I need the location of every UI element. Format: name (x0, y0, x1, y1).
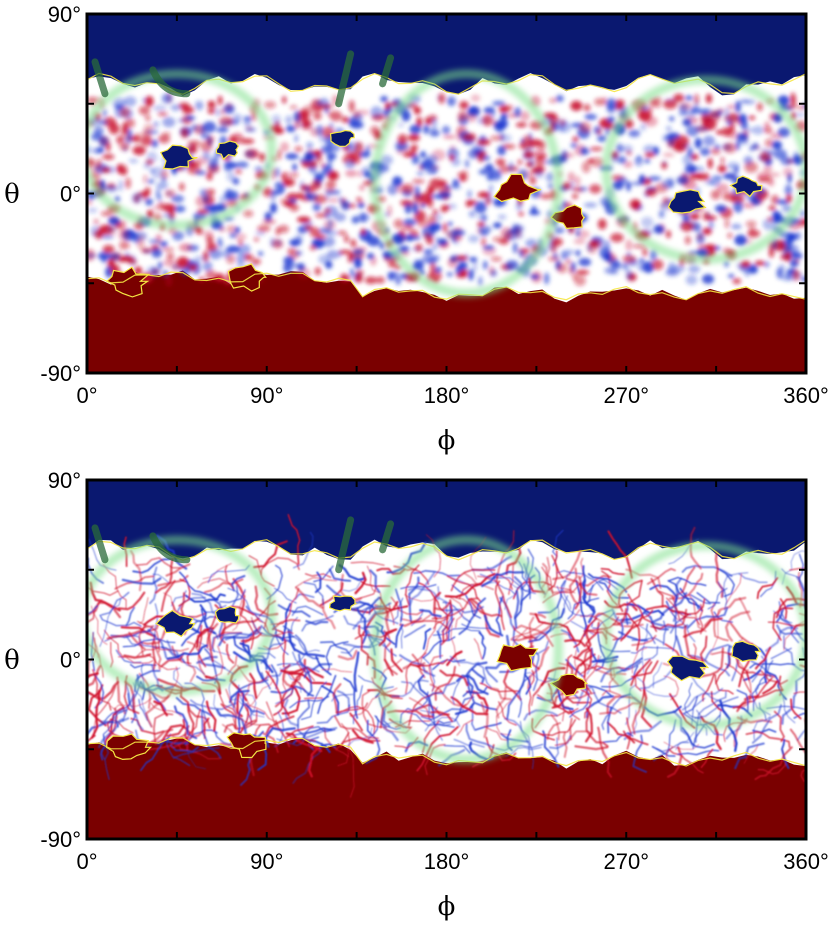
overlay-stroke (149, 532, 191, 564)
overlay-strokes (91, 50, 395, 108)
x-tick-label: 270° (603, 849, 649, 874)
x-tick-label: 180° (424, 849, 470, 874)
overlay-stroke (149, 66, 191, 98)
overlay-loop (87, 535, 277, 696)
bottom-map-chart: 0° 90° 180° 270° 360°90°0°-90°ϕθ (4, 468, 829, 922)
overlay-loop (601, 75, 806, 264)
south-polar-cap (87, 270, 806, 373)
field-texture (87, 92, 806, 287)
y-tick-label: 0° (60, 648, 81, 673)
south-contour (87, 737, 806, 767)
field-texture (87, 514, 806, 798)
y-tick-label: -90° (40, 361, 81, 386)
south-polar-cap (87, 737, 806, 839)
flux-patch (329, 129, 355, 147)
flux-patch (105, 733, 152, 761)
overlay-stroke (335, 50, 355, 108)
flux-patch (667, 189, 707, 214)
overlay-loops (87, 69, 806, 298)
flux-patch (731, 640, 762, 663)
south-contour (87, 271, 806, 301)
x-tick-label: 90° (250, 383, 283, 408)
x-tick-label: 360° (783, 383, 829, 408)
flux-patch (215, 140, 240, 161)
flux-patch (496, 643, 539, 672)
overlay-stroke (335, 516, 355, 574)
flux-patch (227, 263, 267, 292)
x-tick-label: 0° (76, 849, 97, 874)
overlay-loops (87, 535, 806, 764)
overlay-stroke (91, 58, 109, 98)
y-axis-label: θ (4, 646, 20, 676)
top-map-chart: 0° 90° 180° 270° 360°90°0°-90°ϕθ (4, 2, 829, 456)
x-tick-label: 360° (783, 849, 829, 874)
overlay-stroke (91, 524, 109, 564)
y-tick-label: 0° (60, 182, 81, 207)
x-axis-label: ϕ (438, 892, 456, 922)
y-tick-label: 90° (48, 468, 81, 493)
overlay-loop (370, 535, 563, 764)
flux-patch (159, 144, 198, 170)
flux-patch (729, 175, 763, 198)
flux-patches (105, 129, 763, 298)
y-tick-label: 90° (48, 2, 81, 27)
x-tick-label: 270° (603, 383, 649, 408)
y-tick-label: -90° (40, 827, 81, 852)
field-map (87, 14, 806, 373)
flux-patch (328, 595, 358, 612)
overlay-loop (370, 69, 563, 298)
overlay-loop (601, 541, 806, 730)
axis-ticks (86, 13, 807, 374)
overlay-stroke (379, 54, 395, 88)
top-map-panel: 0° 90° 180° 270° 360° 90° 0° -90° ϕ θ (0, 0, 830, 465)
bottom-map-panel: 0° 90° 180° 270° 360° 90° 0° -90° ϕ θ (0, 466, 830, 931)
field-map (87, 480, 806, 839)
flux-patch (155, 609, 196, 638)
axis-ticks (86, 479, 807, 840)
flux-patches (105, 595, 762, 761)
x-tick-label: 0° (76, 383, 97, 408)
overlay-strokes (91, 516, 395, 574)
x-tick-label: 180° (424, 383, 470, 408)
flux-patch (226, 732, 267, 759)
x-axis-label: ϕ (438, 426, 456, 456)
x-tick-label: 90° (250, 849, 283, 874)
flux-patch (666, 655, 710, 682)
overlay-loop (87, 69, 277, 230)
overlay-stroke (379, 520, 395, 554)
flux-patch (493, 173, 542, 203)
flux-patch (214, 605, 240, 624)
y-axis-label: θ (4, 180, 20, 210)
